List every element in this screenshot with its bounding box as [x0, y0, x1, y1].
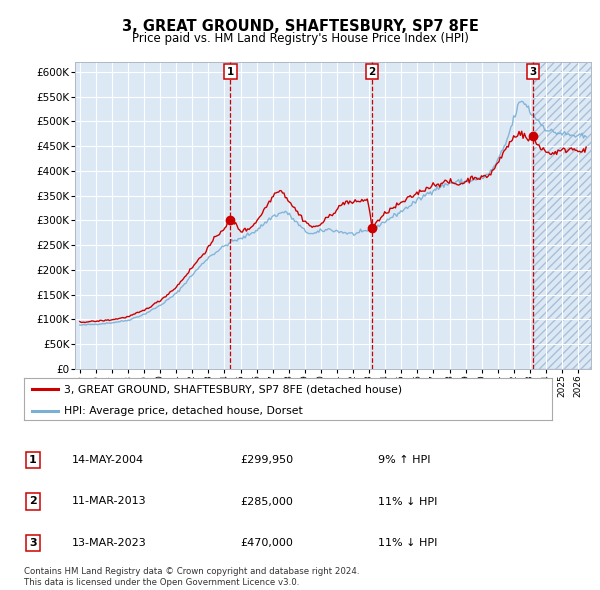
Bar: [533, 62, 599, 369]
Text: HPI: Average price, detached house, Dorset: HPI: Average price, detached house, Dors…: [64, 406, 302, 416]
Text: 14-MAY-2004: 14-MAY-2004: [72, 455, 144, 465]
Text: 9% ↑ HPI: 9% ↑ HPI: [378, 455, 431, 465]
Text: Price paid vs. HM Land Registry's House Price Index (HPI): Price paid vs. HM Land Registry's House …: [131, 32, 469, 45]
Text: This data is licensed under the Open Government Licence v3.0.: This data is licensed under the Open Gov…: [24, 578, 299, 587]
Text: £299,950: £299,950: [240, 455, 293, 465]
Text: 11-MAR-2013: 11-MAR-2013: [72, 497, 146, 506]
Text: 3, GREAT GROUND, SHAFTESBURY, SP7 8FE: 3, GREAT GROUND, SHAFTESBURY, SP7 8FE: [122, 19, 478, 34]
Bar: [533, 62, 599, 369]
Text: 3, GREAT GROUND, SHAFTESBURY, SP7 8FE (detached house): 3, GREAT GROUND, SHAFTESBURY, SP7 8FE (d…: [64, 385, 402, 395]
Text: 13-MAR-2023: 13-MAR-2023: [72, 538, 147, 548]
Text: Contains HM Land Registry data © Crown copyright and database right 2024.: Contains HM Land Registry data © Crown c…: [24, 566, 359, 576]
Text: 3: 3: [529, 67, 536, 77]
Text: 11% ↓ HPI: 11% ↓ HPI: [378, 538, 437, 548]
Text: 3: 3: [29, 538, 37, 548]
Text: 2: 2: [29, 497, 37, 506]
Text: £470,000: £470,000: [240, 538, 293, 548]
Text: 1: 1: [29, 455, 37, 465]
Text: £285,000: £285,000: [240, 497, 293, 506]
Text: 1: 1: [227, 67, 234, 77]
Text: 11% ↓ HPI: 11% ↓ HPI: [378, 497, 437, 506]
Text: 2: 2: [368, 67, 376, 77]
